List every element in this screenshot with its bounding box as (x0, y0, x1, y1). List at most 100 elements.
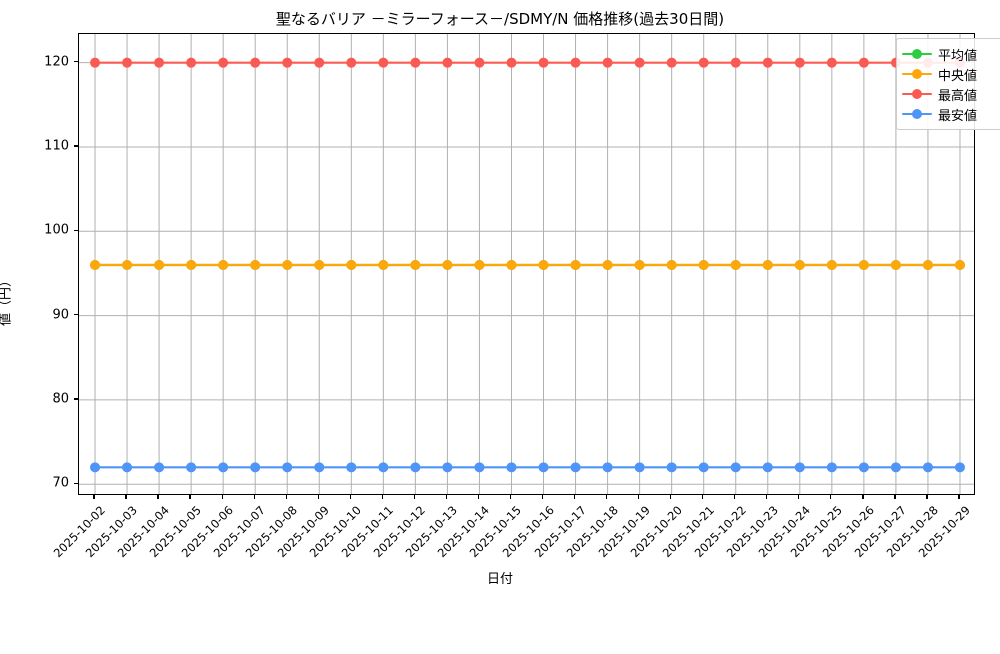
x-tick-mark (894, 495, 896, 499)
data-point (890, 462, 901, 473)
data-point (666, 462, 677, 473)
data-point (730, 57, 741, 68)
data-point (794, 260, 805, 270)
data-point (570, 260, 581, 270)
data-point (826, 260, 837, 270)
data-point (378, 462, 389, 473)
data-point (890, 260, 901, 270)
y-tick-label: 70 (52, 475, 69, 491)
x-tick-mark (926, 495, 928, 499)
x-tick-mark (381, 495, 383, 499)
data-point (634, 462, 645, 473)
x-tick-mark (509, 495, 512, 499)
data-point (314, 57, 325, 68)
data-point (250, 462, 261, 473)
data-point (122, 260, 133, 270)
x-tick-mark (798, 495, 800, 499)
data-point (954, 462, 965, 473)
y-tick-mark (74, 482, 78, 484)
data-point (954, 260, 965, 270)
legend-swatch-icon (902, 87, 932, 101)
series-3 (90, 57, 965, 68)
data-point (506, 462, 517, 473)
data-point (922, 260, 933, 270)
x-tick-mark (253, 495, 255, 499)
y-tick-mark (74, 145, 78, 147)
data-point (314, 462, 325, 473)
data-point (474, 462, 485, 473)
data-point (218, 462, 229, 473)
data-point (858, 462, 869, 473)
y-tick-mark (74, 313, 78, 316)
legend-label: 中央値 (938, 68, 978, 84)
legend-item-2[interactable]: 中央値 (902, 64, 1000, 84)
data-point (794, 462, 805, 473)
y-tick-label: 80 (52, 391, 69, 407)
x-tick-mark (702, 495, 704, 499)
data-point (218, 57, 229, 68)
plot-area (78, 33, 975, 495)
x-tick-mark (157, 495, 159, 499)
series-4 (90, 462, 965, 473)
data-point (410, 260, 421, 270)
x-axis-label: 日付 (486, 572, 513, 587)
legend-item-3[interactable]: 最高値 (902, 84, 1000, 104)
y-tick-mark (74, 61, 78, 63)
chart-title: 聖なるバリア －ミラーフォース－/SDMY/N 価格推移(過去30日間) (275, 10, 725, 28)
data-point (410, 462, 421, 473)
x-tick-mark (766, 495, 768, 499)
data-point (314, 260, 325, 270)
x-tick-mark (958, 495, 960, 499)
data-point (826, 57, 837, 68)
legend-item-4[interactable]: 最安値 (902, 104, 1000, 124)
legend-swatch-icon (902, 107, 932, 121)
data-point (666, 260, 677, 270)
data-point (506, 57, 517, 68)
data-point (538, 260, 549, 270)
chart-legend: 平均値中央値最高値最安値 (896, 38, 1000, 130)
data-point (282, 260, 293, 270)
data-point (570, 462, 581, 473)
legend-label: 最高値 (938, 88, 978, 104)
data-point (602, 462, 613, 473)
legend-label: 平均値 (938, 48, 978, 64)
data-point (698, 57, 709, 68)
x-tick-mark (349, 495, 351, 499)
legend-item-1[interactable]: 平均値 (902, 44, 1000, 64)
data-point (602, 57, 613, 68)
x-tick-mark (862, 495, 864, 499)
chart-figure: 聖なるバリア －ミラーフォース－/SDMY/N 価格推移(過去30日間) 値（円… (0, 10, 1000, 587)
data-point (154, 462, 165, 473)
x-tick-mark (189, 495, 191, 499)
x-tick-mark (285, 495, 287, 499)
y-tick-label: 120 (44, 54, 69, 70)
data-point (474, 260, 485, 270)
data-point (762, 462, 773, 473)
data-point (922, 462, 933, 473)
data-point (186, 260, 197, 270)
data-point (186, 57, 197, 68)
data-point (858, 57, 869, 68)
y-tick-mark (74, 229, 78, 231)
data-point (346, 260, 357, 270)
data-point (154, 57, 165, 68)
data-point (154, 260, 165, 270)
data-point (506, 260, 517, 270)
x-tick-mark (477, 495, 480, 499)
data-point (474, 57, 485, 68)
x-tick-mark (221, 495, 223, 499)
data-point (250, 57, 261, 68)
data-point (762, 260, 773, 270)
data-point (346, 462, 357, 473)
data-point (730, 260, 741, 270)
data-point (122, 57, 133, 68)
data-point (282, 462, 293, 473)
data-point (346, 57, 357, 68)
series-2 (90, 260, 965, 270)
data-point (218, 260, 229, 270)
x-tick-mark (413, 495, 416, 499)
x-tick-mark (93, 495, 95, 499)
legend-label: 最安値 (938, 108, 978, 124)
y-tick-label: 100 (44, 222, 69, 238)
data-point (442, 462, 453, 473)
